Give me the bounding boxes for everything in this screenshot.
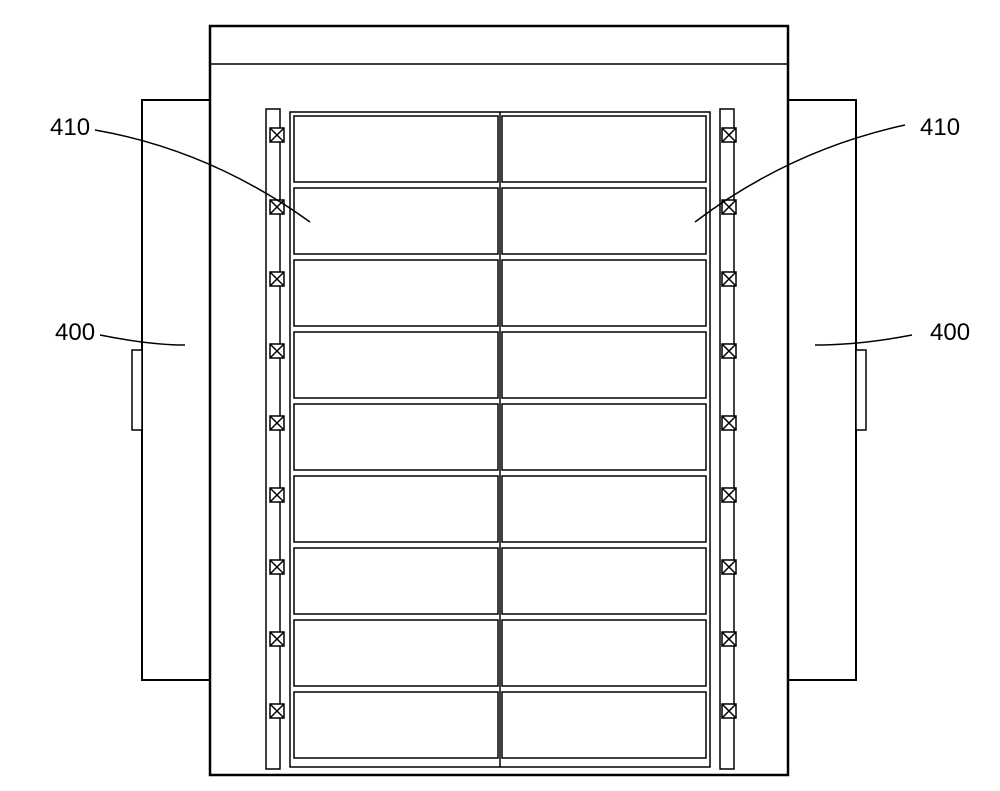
side-handle-left xyxy=(132,350,142,430)
side-block-left xyxy=(142,100,210,680)
x-marker-icon xyxy=(722,488,736,502)
grid-cell-right xyxy=(502,548,706,614)
grid-cell-left xyxy=(294,548,498,614)
engineering-figure: 410 410 400 400 xyxy=(0,0,1000,791)
x-marker-icon xyxy=(270,560,284,574)
x-marker-icon xyxy=(722,632,736,646)
x-marker-icon xyxy=(722,272,736,286)
x-marker-icon xyxy=(270,272,284,286)
x-marker-icon xyxy=(722,560,736,574)
x-marker-icon xyxy=(270,632,284,646)
grid-cell-left xyxy=(294,332,498,398)
label-400-right: 400 xyxy=(930,319,970,346)
x-marker-icon xyxy=(270,488,284,502)
x-marker-icon xyxy=(270,344,284,358)
x-marker-icon xyxy=(270,704,284,718)
grid-cell-right xyxy=(502,188,706,254)
grid-cell-left xyxy=(294,476,498,542)
grid-cell-right xyxy=(502,260,706,326)
grid-cell-left xyxy=(294,692,498,758)
x-marker-icon xyxy=(722,416,736,430)
grid-cell-right xyxy=(502,116,706,182)
grid-cell-right xyxy=(502,476,706,542)
grid-cell-right xyxy=(502,332,706,398)
grid-cell-left xyxy=(294,260,498,326)
x-marker-icon xyxy=(270,416,284,430)
label-410-right: 410 xyxy=(920,114,960,141)
x-marker-icon xyxy=(722,344,736,358)
grid-cell-left xyxy=(294,620,498,686)
grid-cell-left xyxy=(294,116,498,182)
x-marker-icon xyxy=(722,704,736,718)
grid-cell-right xyxy=(502,620,706,686)
side-handle-right xyxy=(856,350,866,430)
side-block-right xyxy=(788,100,856,680)
grid-cell-right xyxy=(502,692,706,758)
grid-cell-left xyxy=(294,404,498,470)
label-410-left: 410 xyxy=(50,114,90,141)
label-400-left: 400 xyxy=(55,319,95,346)
grid-cell-left xyxy=(294,188,498,254)
x-marker-icon xyxy=(722,128,736,142)
grid-cell-right xyxy=(502,404,706,470)
x-marker-icon xyxy=(270,128,284,142)
